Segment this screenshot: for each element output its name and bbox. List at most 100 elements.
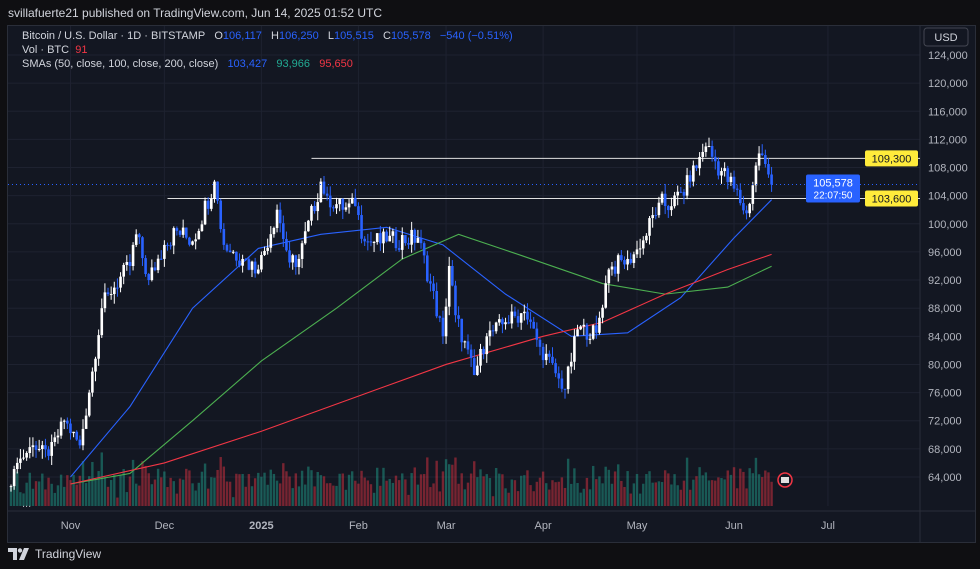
candle-body <box>313 205 316 212</box>
volume-bar <box>689 489 692 506</box>
currency-label: USD <box>934 32 957 44</box>
volume-bar <box>235 473 238 506</box>
price-chart[interactable]: 124,000 120,000 116,000 112,000 108,000 104,0… <box>8 26 975 542</box>
candle-body <box>338 198 341 205</box>
volume-bar <box>122 468 125 506</box>
candle-body <box>260 255 263 270</box>
volume-bar <box>34 481 38 506</box>
y-tick-label: 120,000 <box>928 78 968 90</box>
volume-bar <box>673 474 676 506</box>
candle-body <box>369 241 373 243</box>
volume-bar <box>72 474 75 506</box>
sma-label: SMAs (50, close, 100, close, 200, close) <box>22 58 219 70</box>
volume-bar <box>482 476 485 506</box>
candle-body <box>532 321 536 329</box>
level-price-tag <box>865 150 918 167</box>
candle-body <box>767 164 770 175</box>
candle-body <box>688 175 692 182</box>
candle-body <box>91 371 94 393</box>
volume-bar <box>47 477 50 506</box>
y-tick-label: 76,000 <box>928 388 962 400</box>
volume-bar <box>153 479 157 506</box>
volume-bar <box>626 471 629 506</box>
candle-body <box>184 227 188 238</box>
candle-body <box>770 174 773 185</box>
volume-bar <box>194 490 197 506</box>
sma-legend: SMAs (50, close, 100, close, 200, close)… <box>22 58 353 70</box>
candle-body <box>469 349 473 359</box>
volume-bar <box>263 472 266 506</box>
volume-bar <box>570 483 573 506</box>
candle-body <box>742 203 745 211</box>
candle-body <box>726 168 730 183</box>
volume-bar <box>106 486 110 506</box>
volume-bar <box>466 482 470 506</box>
candle-body <box>635 249 639 255</box>
candle-body <box>526 311 529 320</box>
candle-body <box>720 171 723 176</box>
volume-bar <box>200 471 204 506</box>
volume-bar <box>560 477 564 506</box>
candle-body <box>128 262 132 266</box>
close-value: 105,578 <box>390 30 431 42</box>
y-tick-label: 104,000 <box>928 191 968 203</box>
candle-body <box>422 243 426 256</box>
sma-line-sma50 <box>70 199 772 478</box>
more-indicator[interactable]: ... <box>22 498 32 510</box>
volume-bar <box>729 474 733 506</box>
candle-body <box>335 204 338 209</box>
candle-body <box>482 348 485 355</box>
volume-bar <box>285 471 288 506</box>
candle-body <box>441 317 445 337</box>
candle-body <box>175 228 179 231</box>
volume-bar <box>632 483 636 506</box>
volume-bar <box>63 486 66 506</box>
candle-body <box>112 287 116 295</box>
volume-bar <box>269 469 272 506</box>
candle-body <box>748 203 751 214</box>
candle-body <box>166 244 169 246</box>
volume-bar <box>41 473 44 506</box>
candle-body <box>78 439 82 446</box>
volume-bar <box>88 476 91 506</box>
candle-body <box>451 265 454 286</box>
candle-body <box>738 189 742 204</box>
x-tick-label: Nov <box>61 520 81 532</box>
candle-body <box>241 258 244 266</box>
volume-bar <box>429 487 432 506</box>
candle-body <box>713 156 717 162</box>
volume-bar <box>529 485 532 506</box>
candle-body <box>710 146 714 157</box>
candle-body <box>638 248 642 250</box>
volume-bar <box>307 466 310 506</box>
volume-bar <box>335 485 338 506</box>
candle-body <box>670 206 673 211</box>
volume-bar <box>394 475 398 506</box>
volume-bar <box>648 471 651 506</box>
candle-body <box>109 294 113 296</box>
chart-panel[interactable]: 124,000 120,000 116,000 112,000 108,000 104,0… <box>7 25 976 543</box>
candle-body <box>497 319 501 323</box>
candle-body <box>372 242 376 244</box>
candle-body <box>444 306 448 337</box>
volume-bar <box>510 479 513 506</box>
volume-bar <box>557 481 560 506</box>
volume-bar <box>679 489 683 506</box>
volume-bar <box>591 465 595 506</box>
candle-body <box>704 146 708 152</box>
volume-bar <box>379 485 382 506</box>
candle-body <box>601 307 604 318</box>
volume-bar <box>125 492 129 506</box>
volume-bar <box>81 461 85 506</box>
candle-body <box>641 240 645 249</box>
volume-bar <box>745 488 748 506</box>
candle-body <box>9 486 13 488</box>
volume-bar <box>163 471 166 506</box>
volume-bar <box>363 477 366 506</box>
volume-bar <box>516 491 520 506</box>
volume-bar <box>535 481 539 506</box>
candle-body <box>563 388 567 390</box>
volume-bar <box>507 492 510 506</box>
volume-bar <box>397 480 401 506</box>
volume-bar <box>28 472 31 506</box>
